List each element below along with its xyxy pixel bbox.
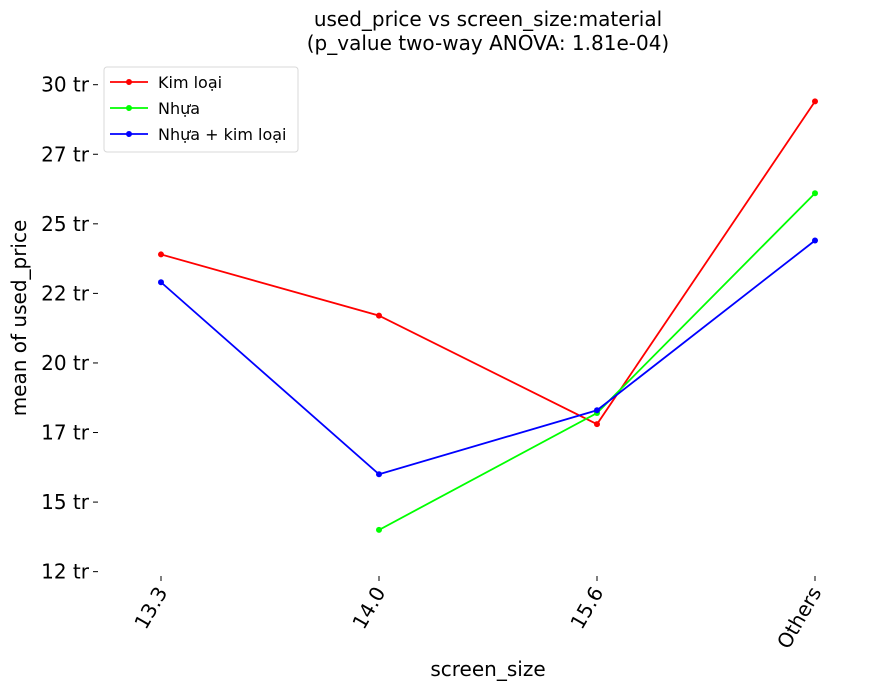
data-point [376,471,382,478]
chart-title: used_price vs screen_size:material [314,7,662,31]
data-point [812,237,818,244]
legend-label: Nhựa [158,99,200,118]
y-tick-label: 20 tr [41,351,90,375]
series-line [378,192,816,531]
y-axis: 12 tr 15 tr 17 tr 20 tr 22 tr 25 tr 27 tr 30 tr [41,73,98,584]
legend-label: Kim loại [158,73,222,92]
legend-marker [126,79,132,85]
x-tick-label: 13.3 [129,583,172,634]
y-axis-label: mean of used_price [7,220,31,417]
y-tick-label: 22 tr [41,281,90,305]
data-point [594,407,600,414]
chart-subtitle: (p_value two-way ANOVA: 1.81e-04) [307,31,669,55]
data-point [594,421,600,428]
y-tick-label: 25 tr [41,212,90,236]
data-point [812,98,818,105]
data-point [376,526,382,533]
y-tick-label: 30 tr [41,73,90,97]
data-point [812,190,818,197]
x-tick-label: 15.6 [565,583,608,634]
data-point [158,279,164,286]
legend-marker [126,131,132,137]
y-tick-label: 27 tr [41,142,90,166]
y-tick-label: 15 tr [41,490,90,514]
y-tick-label: 17 tr [41,421,90,445]
data-point [158,251,164,258]
x-tick-label: Others [772,583,826,653]
legend: Kim loại Nhựa Nhựa + kim loại [103,66,299,153]
x-axis-label: screen_size [430,657,545,681]
legend-marker [126,105,132,111]
series-layer [158,98,818,533]
series-line [160,100,816,426]
legend-box [103,66,299,153]
series-line [160,239,816,476]
data-point [376,312,382,319]
legend-label: Nhựa + kim loại [158,125,287,144]
x-axis: 13.3 14.0 15.6 Others [129,576,826,653]
x-tick-label: 14.0 [347,583,390,634]
y-tick-label: 12 tr [41,560,90,584]
